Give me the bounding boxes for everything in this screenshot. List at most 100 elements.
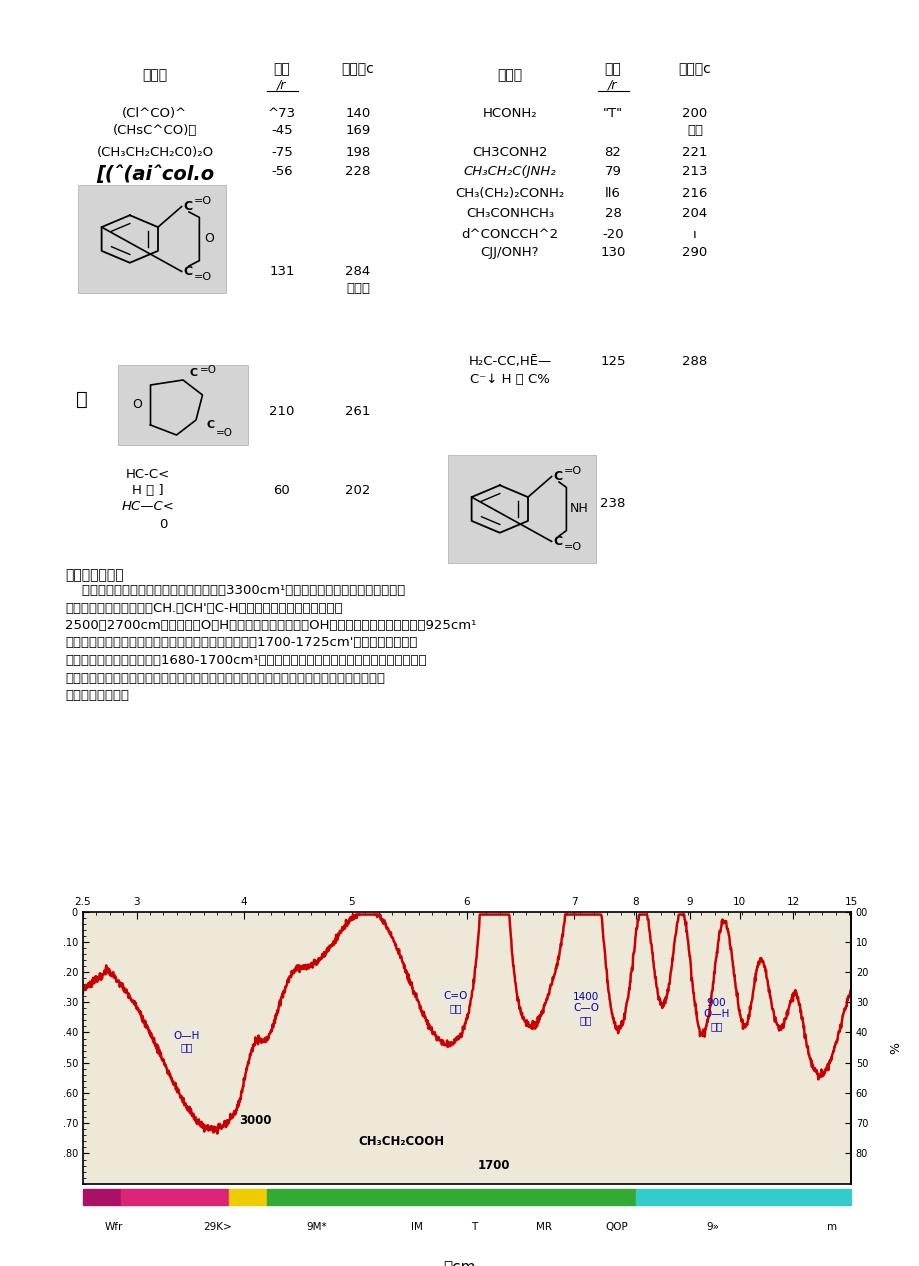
- Text: [(ˆ(aiˆcol.o: [(ˆ(aiˆcol.o: [96, 165, 214, 184]
- Text: CH₃CH₂COOH: CH₃CH₂COOH: [358, 1134, 444, 1148]
- Text: 900
O—H
弯曲: 900 O—H 弯曲: [703, 998, 729, 1031]
- Text: 290: 290: [682, 246, 707, 260]
- Text: 210: 210: [269, 405, 294, 418]
- Text: 1400
C—O
伸缩: 1400 C—O 伸缩: [573, 991, 598, 1025]
- Text: H 二 ]: H 二 ]: [132, 484, 164, 498]
- Text: -56: -56: [271, 165, 292, 179]
- Text: C: C: [552, 470, 562, 484]
- Text: （俧: （俧: [686, 124, 702, 137]
- Text: 284: 284: [345, 265, 370, 279]
- Text: CH₃(CH₂)₂CONH₂: CH₃(CH₂)₂CONH₂: [455, 187, 564, 200]
- Text: 二、光波谱性质: 二、光波谱性质: [65, 568, 123, 582]
- Text: O: O: [132, 399, 142, 411]
- Text: C: C: [183, 265, 192, 279]
- Text: ^73: ^73: [267, 108, 296, 120]
- Bar: [267, 1189, 635, 1205]
- Bar: [83, 1189, 121, 1205]
- Text: /r: /r: [607, 78, 617, 92]
- Text: =O: =O: [562, 466, 581, 476]
- Text: (CHsC^CO)《: (CHsC^CO)《: [113, 124, 197, 137]
- Text: C=O
伸缩: C=O 伸缩: [443, 991, 467, 1013]
- Text: 9»: 9»: [706, 1222, 719, 1232]
- Text: 9M*: 9M*: [306, 1222, 327, 1232]
- Text: %: %: [889, 1042, 902, 1053]
- Text: 1700: 1700: [477, 1160, 509, 1172]
- Text: 收波数是最低的。: 收波数是最低的。: [65, 689, 129, 703]
- Text: 79: 79: [604, 165, 620, 179]
- Text: "T": "T": [602, 108, 622, 120]
- Bar: [118, 365, 248, 446]
- Text: C: C: [189, 368, 198, 379]
- Text: QOP: QOP: [605, 1222, 628, 1232]
- Text: MR: MR: [535, 1222, 551, 1232]
- Text: 由于罧酸分了的罧基之间可形成氢键，在3300cm¹处有非常强而宽的罧基的特征峰，: 由于罧酸分了的罧基之间可形成氢键，在3300cm¹处有非常强而宽的罧基的特征峰，: [65, 584, 404, 598]
- Text: =O: =O: [193, 196, 211, 206]
- Text: =O: =O: [199, 365, 217, 375]
- Text: 处有一个比较宽的特征吸收峰。脂肪族罧酸中的碳基在1700-1725cm'处有中等强度的吸: 处有一个比较宽的特征吸收峰。脂肪族罧酸中的碳基在1700-1725cm'处有中等…: [65, 637, 417, 649]
- Bar: [121, 1189, 229, 1205]
- Text: 198: 198: [345, 146, 370, 160]
- Text: 化合物: 化合物: [142, 68, 167, 82]
- Text: O: O: [204, 233, 213, 246]
- Text: 216: 216: [682, 187, 707, 200]
- Text: CH₃CH₂C(JNH₂: CH₃CH₂C(JNH₂: [463, 165, 556, 179]
- Text: Wfr: Wfr: [104, 1222, 122, 1232]
- Text: 125: 125: [599, 354, 625, 368]
- Text: 并且该峰可含盖坊基中的CH.和CH'的C-H键伸缩振动吸收峰的区域；在: 并且该峰可含盖坊基中的CH.和CH'的C-H键伸缩振动吸收峰的区域；在: [65, 601, 342, 614]
- Text: 光谱中出现吸收的位置是不同的，碳基越缺电子，吸收波数越高；罧酸根据负离子的红外吸: 光谱中出现吸收的位置是不同的，碳基越缺电子，吸收波数越高；罧酸根据负离子的红外吸: [65, 671, 384, 685]
- Text: ll6: ll6: [605, 187, 620, 200]
- Text: 熔点: 熔点: [604, 62, 620, 76]
- Text: -75: -75: [271, 146, 292, 160]
- Text: CH3CONH2: CH3CONH2: [471, 146, 547, 160]
- Text: 261: 261: [345, 405, 370, 418]
- Text: 沸点广c: 沸点广c: [341, 62, 374, 76]
- Text: IM: IM: [411, 1222, 423, 1232]
- Text: C: C: [183, 200, 192, 213]
- Text: 60: 60: [273, 484, 290, 498]
- Text: 裟cm—
*l: 裟cm— *l: [443, 1260, 490, 1266]
- Bar: [448, 454, 596, 563]
- Text: 沸点广c: 沸点广c: [678, 62, 710, 76]
- Text: 200: 200: [682, 108, 707, 120]
- Text: 140: 140: [345, 108, 370, 120]
- Bar: [78, 185, 226, 292]
- Text: d^CONCCH^2: d^CONCCH^2: [461, 228, 558, 241]
- Text: 化合物: 化合物: [497, 68, 522, 82]
- Text: ろ: ろ: [76, 390, 88, 409]
- Text: (Cl^CO)^: (Cl^CO)^: [122, 108, 187, 120]
- Text: 204: 204: [682, 208, 707, 220]
- Text: NH: NH: [569, 503, 587, 515]
- Text: =O: =O: [215, 428, 233, 438]
- Bar: [635, 1189, 850, 1205]
- Text: 288: 288: [682, 354, 707, 368]
- Text: m: m: [826, 1222, 836, 1232]
- Text: H₂C-CC̈,HĒ—: H₂C-CC̈,HĒ—: [468, 354, 551, 368]
- Text: 0: 0: [159, 518, 167, 530]
- Text: 收，而芳香族罧酸的羰基在1680-1700cm¹处有吸收。在罧酸的各种衍牛物中，拨基在红外: 收，而芳香族罧酸的羰基在1680-1700cm¹处有吸收。在罧酸的各种衍牛物中，…: [65, 655, 426, 667]
- Text: 221: 221: [682, 146, 707, 160]
- Text: 131: 131: [269, 265, 294, 279]
- Text: HCONH₂: HCONH₂: [482, 108, 537, 120]
- Text: =O: =O: [193, 272, 211, 282]
- Text: -20: -20: [602, 228, 623, 241]
- Text: 228: 228: [345, 165, 370, 179]
- Text: 28: 28: [604, 208, 620, 220]
- Text: （校）: （校）: [346, 282, 369, 295]
- Text: T: T: [471, 1222, 477, 1232]
- Text: C: C: [552, 536, 562, 548]
- Text: CJJ/ONH?: CJJ/ONH?: [481, 246, 539, 260]
- Text: 2500・2700cm」处，还有O・H键的伸缩振动。另外，OH的弯曲摇动（面外摇摆）在925cm¹: 2500・2700cm」处，还有O・H键的伸缩振动。另外，OH的弯曲摇动（面外摇…: [65, 619, 476, 632]
- Text: 29K>: 29K>: [202, 1222, 232, 1232]
- Text: 169: 169: [345, 124, 370, 137]
- Text: 熔点: 熔点: [273, 62, 290, 76]
- Text: 202: 202: [345, 484, 370, 498]
- Text: C: C: [206, 420, 214, 430]
- Text: 130: 130: [600, 246, 625, 260]
- Text: ı: ı: [692, 228, 696, 241]
- Text: HC—C<: HC—C<: [121, 500, 175, 513]
- Text: HC-C<: HC-C<: [126, 468, 170, 481]
- Text: 82: 82: [604, 146, 620, 160]
- Text: /r: /r: [277, 78, 287, 92]
- Text: CH₃CONHCH₃: CH₃CONHCH₃: [465, 208, 553, 220]
- Text: 238: 238: [600, 498, 625, 510]
